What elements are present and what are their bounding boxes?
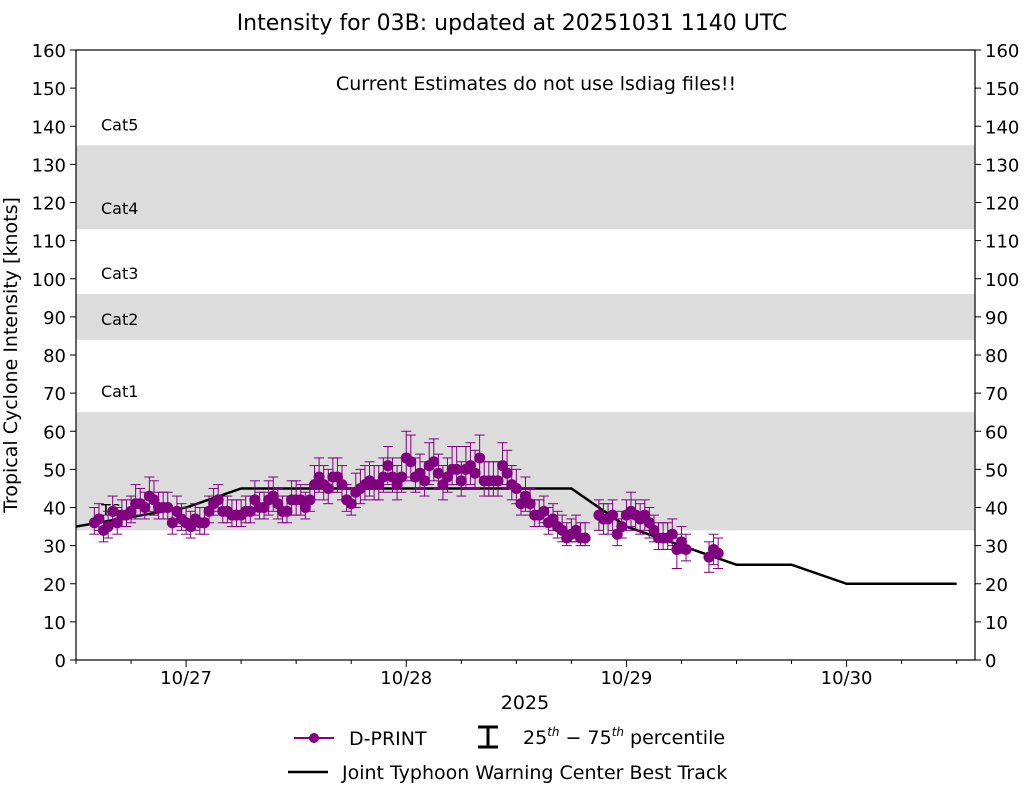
plot-frame — [75, 49, 976, 661]
ytick-label-right: 160 — [985, 41, 1019, 62]
ytick-label-left: 90 — [43, 308, 66, 329]
band-label-cat5: Cat5 — [101, 115, 138, 134]
xtick-label: 10/30 — [821, 668, 873, 689]
xtick-label: 10/27 — [160, 668, 212, 689]
dprint-point — [139, 502, 151, 513]
ytick-label-left: 150 — [32, 79, 66, 100]
ytick-label-right: 70 — [985, 384, 1008, 405]
legend-best-track-label: Joint Typhoon Warning Center Best Track — [341, 762, 727, 784]
ytick-label-right: 110 — [985, 232, 1019, 253]
band-label-cat3: Cat3 — [101, 264, 138, 283]
category-bands — [76, 145, 975, 531]
dprint-point — [345, 498, 357, 510]
dprint-point — [432, 467, 444, 479]
ytick-label-right: 100 — [985, 270, 1019, 291]
x-axis-label: 2025 — [501, 692, 549, 714]
dprint-point — [451, 463, 463, 475]
dprint-point — [524, 498, 536, 510]
ytick-label-left: 130 — [32, 155, 66, 176]
ytick-label-right: 50 — [985, 460, 1008, 481]
ytick-label-right: 80 — [985, 346, 1008, 367]
dprint-point — [405, 456, 417, 468]
dprint-point — [469, 467, 481, 479]
ytick-label-right: 40 — [985, 499, 1008, 520]
ytick-label-left: 60 — [43, 422, 66, 443]
band-cat2 — [76, 294, 975, 340]
ytick-label-left: 70 — [43, 384, 66, 405]
ytick-label-left: 40 — [43, 499, 66, 520]
dprint-point — [538, 505, 550, 517]
band-label-cat2: Cat2 — [101, 310, 138, 329]
dprint-point — [382, 460, 394, 472]
ytick-label-left: 110 — [32, 232, 66, 253]
dprint-point — [281, 505, 293, 517]
ytick-label-right: 150 — [985, 79, 1019, 100]
ytick-label-right: 30 — [985, 537, 1008, 558]
dprint-point — [492, 475, 504, 487]
chart-title: Intensity for 03B: updated at 20251031 1… — [237, 11, 788, 36]
y-axis-left: 0 10 20 30 40 50 60 70 80 90 100 110 120 130 140 150 160 — [32, 41, 76, 672]
band-label-cat1: Cat1 — [101, 382, 138, 401]
dprint-point — [428, 456, 440, 468]
ytick-label-left: 100 — [32, 270, 66, 291]
ytick-label-right: 0 — [985, 651, 996, 672]
ytick-label-left: 10 — [43, 613, 66, 634]
legend-percentile-icon — [478, 725, 498, 749]
y-axis-right: 0 10 20 30 40 50 60 70 80 90 100 110 120 130 140 150 160 — [975, 41, 1019, 672]
ytick-label-right: 10 — [985, 613, 1008, 634]
band-label-cat4: Cat4 — [101, 199, 138, 218]
annotation-text: Current Estimates do not use lsdiag file… — [336, 73, 736, 95]
dprint-point — [419, 475, 431, 487]
ytick-label-left: 0 — [55, 651, 66, 672]
dprint-point — [107, 505, 119, 517]
dprint-point — [212, 494, 224, 506]
legend-dprint-label: D-PRINT — [349, 728, 427, 750]
dprint-series — [88, 430, 724, 573]
ytick-label-left: 20 — [43, 575, 66, 596]
dprint-point — [680, 543, 692, 555]
dprint-point — [607, 509, 619, 521]
ytick-label-right: 140 — [985, 117, 1019, 138]
dprint-point — [93, 513, 105, 525]
dprint-point — [501, 467, 513, 479]
ytick-label-right: 130 — [985, 155, 1019, 176]
dprint-point — [244, 505, 256, 517]
dprint-point — [616, 521, 628, 533]
ytick-label-right: 120 — [985, 194, 1019, 215]
dprint-point — [455, 475, 467, 487]
y-axis-label: Tropical Cyclone Intensity [knots] — [0, 197, 22, 514]
ytick-label-right: 20 — [985, 575, 1008, 596]
xtick-label: 10/29 — [600, 668, 652, 689]
dprint-point — [377, 471, 389, 483]
ytick-label-left: 80 — [43, 346, 66, 367]
dprint-point — [712, 547, 724, 559]
ytick-label-left: 30 — [43, 537, 66, 558]
legend-dprint-marker — [309, 733, 319, 743]
dprint-point — [166, 517, 178, 529]
dprint-point — [474, 452, 486, 464]
dprint-point — [322, 482, 334, 494]
ytick-label-left: 120 — [32, 194, 66, 215]
legend: D-PRINT 25th − 75th percentile Joint Typ… — [288, 725, 727, 784]
dprint-point — [579, 532, 591, 544]
x-axis: 10/27 10/28 10/29 10/30 — [75, 660, 958, 689]
ytick-label-right: 60 — [985, 422, 1008, 443]
ytick-label-left: 50 — [43, 460, 66, 481]
band-cat4 — [76, 145, 975, 230]
xtick-label: 10/28 — [380, 668, 432, 689]
ytick-label-left: 140 — [32, 117, 66, 138]
legend-percentile-label: 25th − 75th percentile — [523, 725, 725, 749]
ytick-label-right: 90 — [985, 308, 1008, 329]
ytick-label-left: 160 — [32, 41, 66, 62]
